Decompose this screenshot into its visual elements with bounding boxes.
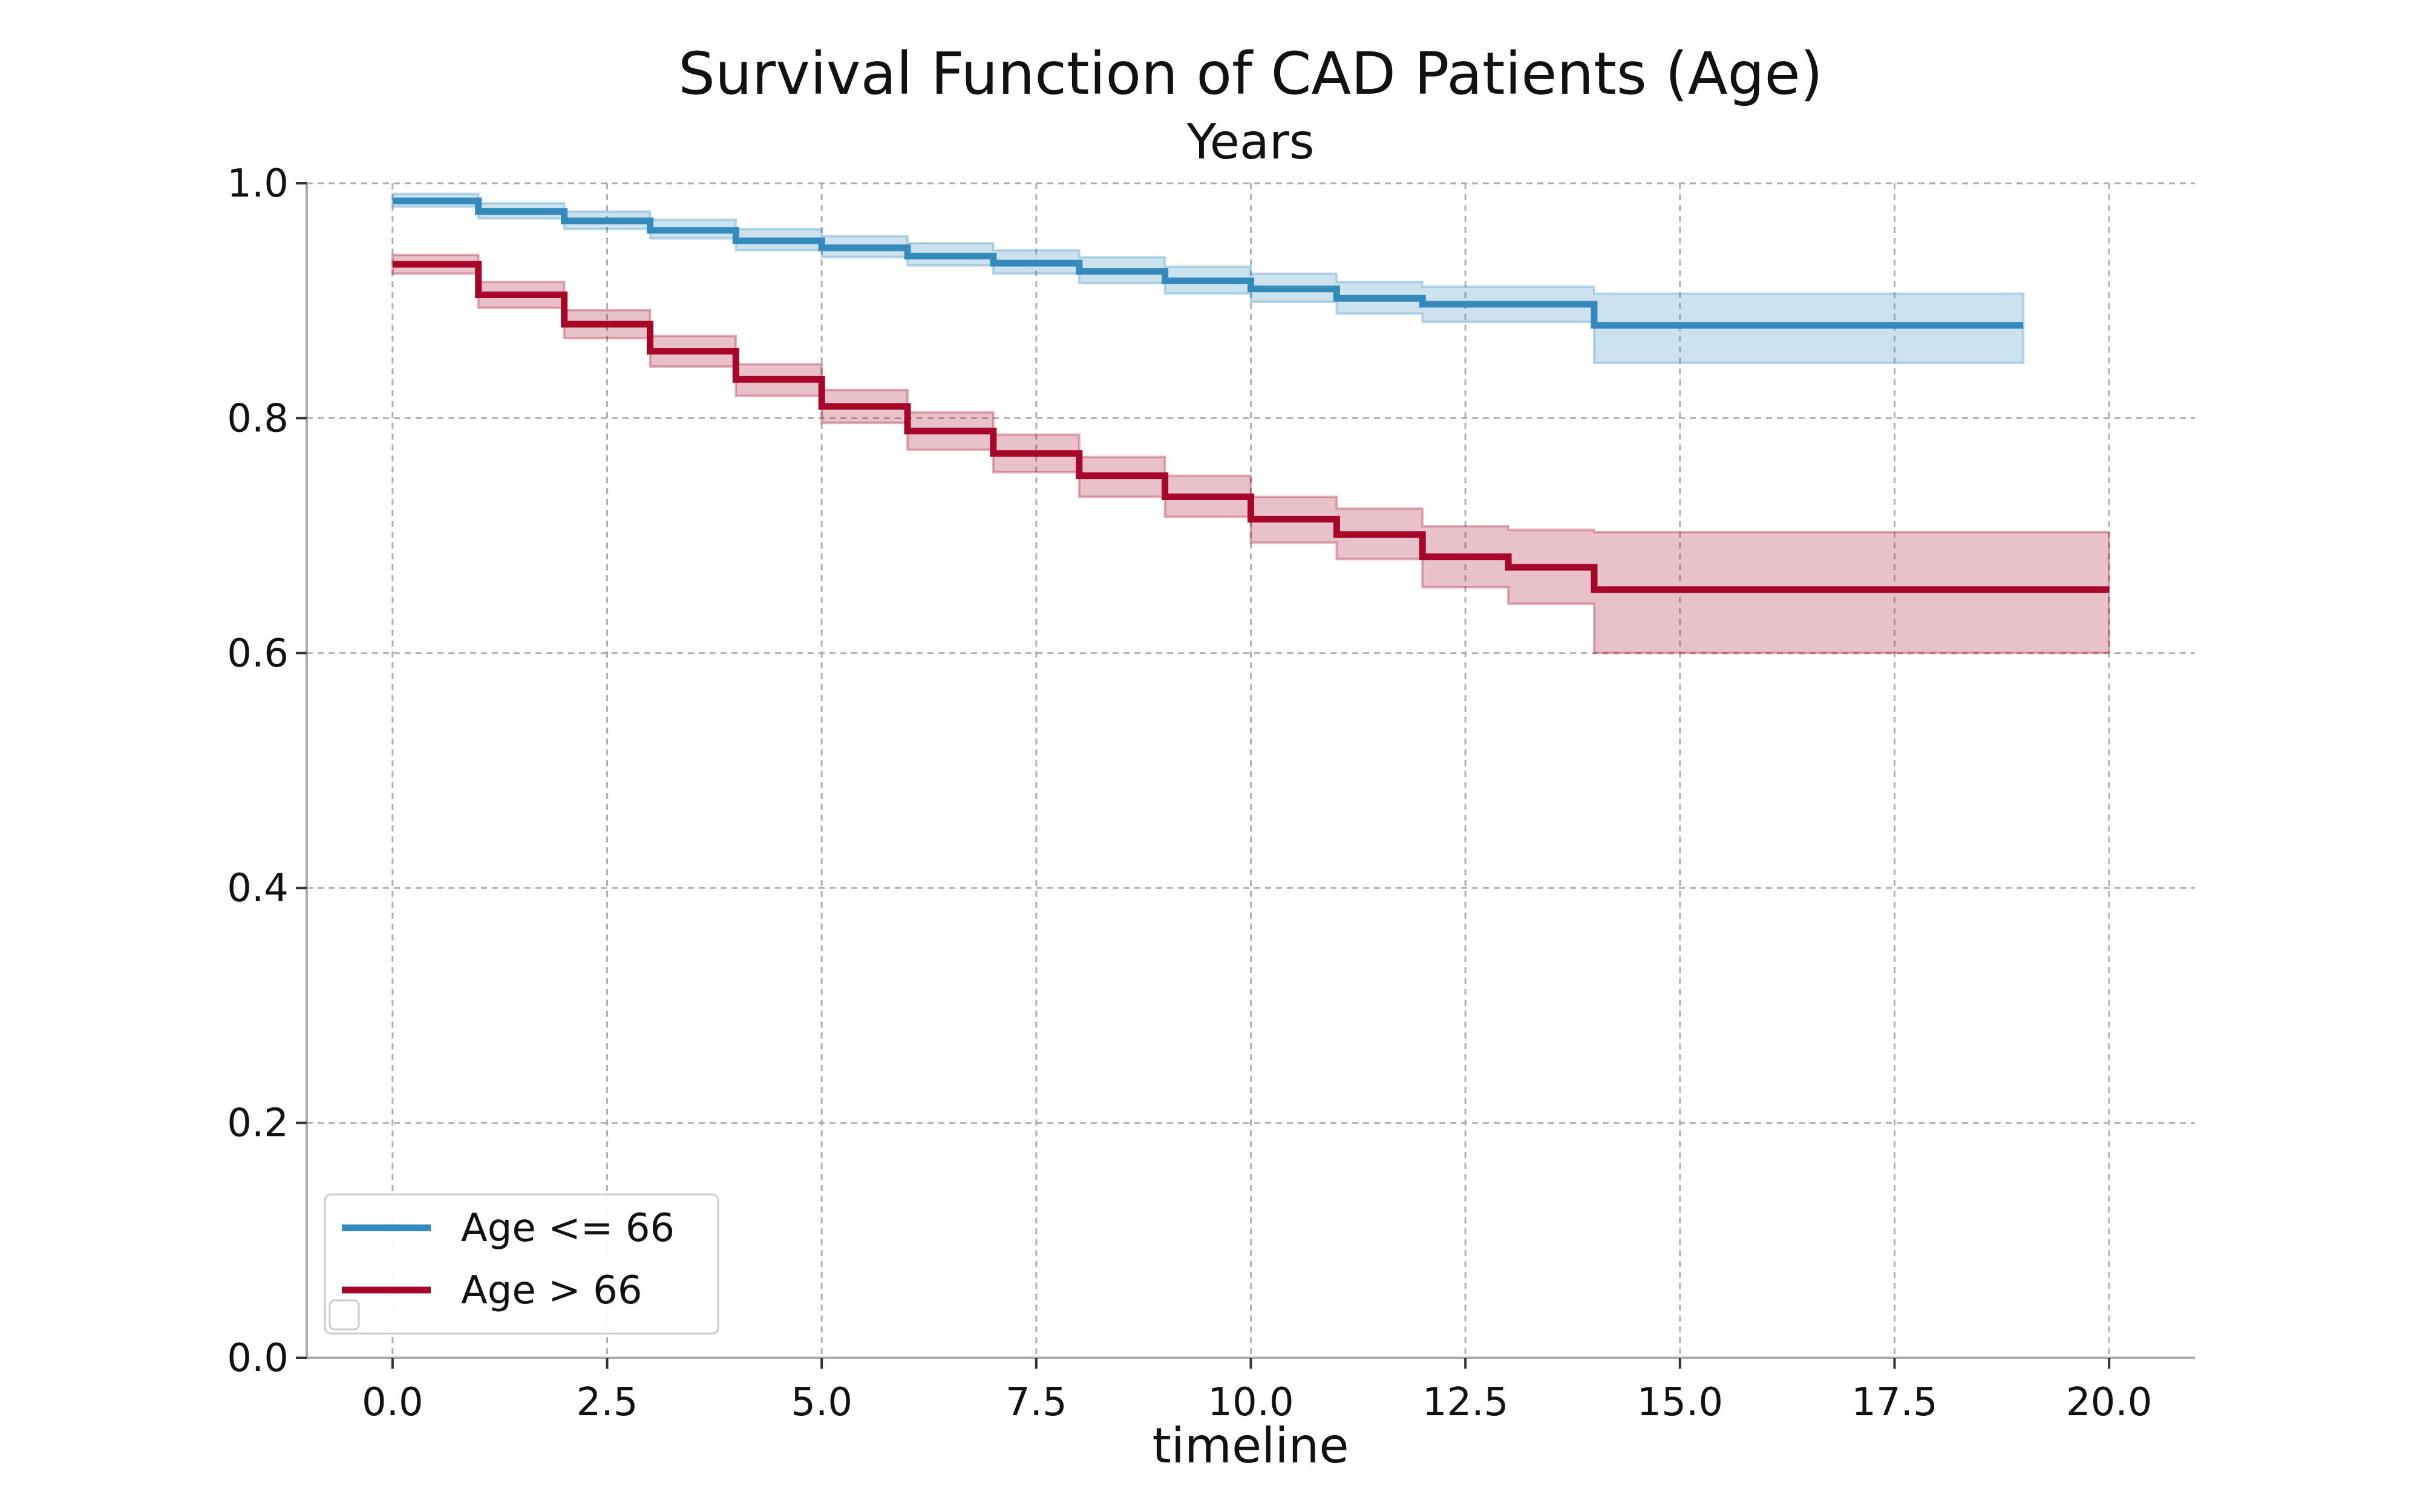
x-tick-label: 20.0 xyxy=(2066,1380,2153,1425)
label-layer: Survival Function of CAD Patients (Age) … xyxy=(678,40,1823,1474)
y-tick-label: 0.6 xyxy=(227,631,289,676)
axis-layer: 0.0 2.5 5.0 7.5 10.0 12.5 15.0 17.5 20.0 0.0 0.2 0.… xyxy=(227,161,2195,1425)
x-tick-label: 7.5 xyxy=(1006,1380,1067,1425)
legend: Age <= 66 Age > 66 xyxy=(324,1193,719,1335)
series-line-age-66 xyxy=(392,197,2024,329)
y-tick-label: 0.4 xyxy=(227,866,289,911)
x-tick-label: 2.5 xyxy=(577,1380,638,1425)
x-tick-label: 12.5 xyxy=(1422,1380,1509,1425)
x-tick-label: 0.0 xyxy=(362,1380,424,1425)
y-tick-label: 0.0 xyxy=(227,1336,289,1381)
x-tick-label: 5.0 xyxy=(791,1380,852,1425)
y-tick-label: 1.0 xyxy=(227,161,289,206)
series-line-age-66 xyxy=(392,261,2110,593)
x-axis-label: timeline xyxy=(1152,1418,1349,1474)
chart-subtitle: Years xyxy=(1186,114,1314,170)
x-tick-label: 17.5 xyxy=(1851,1380,1938,1425)
y-tick-label: 0.8 xyxy=(227,396,289,441)
legend-label: Age <= 66 xyxy=(461,1206,675,1251)
grid-layer xyxy=(307,182,2195,1358)
series-line-layer xyxy=(392,197,2110,593)
chart-title: Survival Function of CAD Patients (Age) xyxy=(678,40,1823,108)
legend-label: Age > 66 xyxy=(461,1268,643,1313)
x-tick-label: 15.0 xyxy=(1637,1380,1724,1425)
x-tick-label: 10.0 xyxy=(1208,1380,1294,1425)
y-tick-label: 0.2 xyxy=(227,1101,289,1146)
legend-empty-handle xyxy=(329,1299,360,1331)
